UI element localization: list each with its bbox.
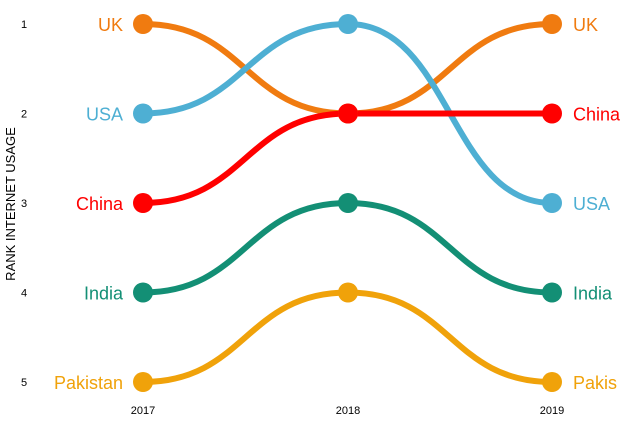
series-label-left: China: [76, 194, 124, 214]
y-tick-label: 5: [21, 377, 27, 389]
series-label-left: Pakistan: [54, 373, 123, 393]
data-point-china: [133, 193, 153, 213]
y-axis-title: RANK INTERNET USAGE: [3, 127, 18, 281]
series-label-left: India: [84, 284, 124, 304]
data-point-uk: [133, 14, 153, 34]
data-point-pakistan: [133, 372, 153, 392]
data-point-india: [542, 282, 562, 303]
data-point-pakistan: [542, 372, 562, 392]
y-tick-label: 1: [21, 19, 27, 31]
y-tick-label: 2: [21, 109, 27, 121]
series-line-pakistan: [140, 289, 555, 385]
series-label-right: USA: [573, 194, 610, 214]
data-point-uk: [542, 14, 562, 34]
series-line-china: [140, 110, 555, 206]
series-label-right: India: [573, 284, 613, 304]
y-tick-labels: 1 2 3 4 5: [21, 19, 27, 389]
x-tick-label: 2019: [540, 405, 564, 417]
series-label-right: Pakis: [573, 373, 617, 393]
data-point-china: [338, 103, 358, 124]
x-tick-label: 2017: [131, 405, 155, 417]
data-point-india: [338, 193, 358, 213]
y-tick-label: 4: [21, 288, 27, 300]
series-label-right: China: [573, 105, 621, 125]
data-point-usa: [338, 14, 358, 34]
x-tick-label: 2018: [336, 405, 360, 417]
data-point-usa: [542, 193, 562, 213]
series-label-left: UK: [98, 15, 123, 35]
x-tick-labels: 2017 2018 2019: [131, 405, 564, 417]
series-label-right: UK: [573, 15, 598, 35]
y-tick-label: 3: [21, 198, 27, 210]
series-line-india: [140, 199, 555, 296]
series-label-left: USA: [86, 105, 123, 125]
data-point-india: [133, 282, 153, 303]
data-point-china: [542, 103, 562, 124]
data-point-usa: [133, 103, 153, 124]
series-labels: UK UK USA USA China China India India Pakistan Pa…: [54, 15, 621, 393]
series-points: [133, 14, 562, 392]
data-point-pakistan: [338, 282, 358, 303]
